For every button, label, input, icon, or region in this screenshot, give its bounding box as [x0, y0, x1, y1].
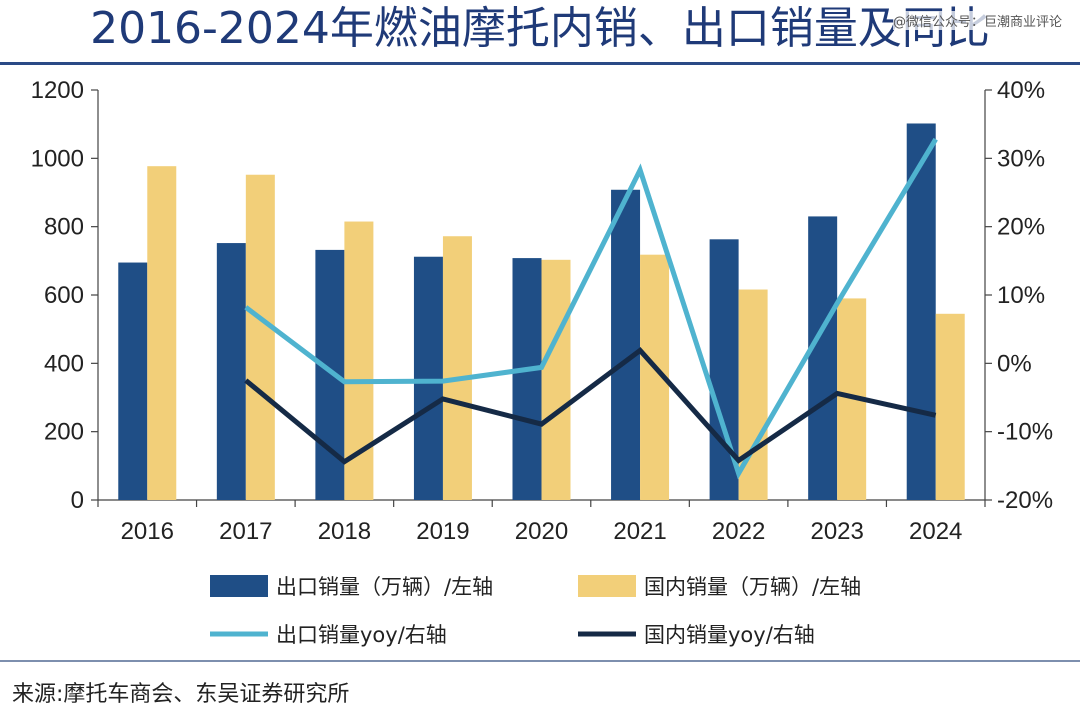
- domestic-bar: [442, 236, 472, 500]
- chart: 0 200 400 600 800 1000 1200 -20% -10% 0% 10% 20% 30%…: [31, 77, 1053, 647]
- left-axis-tick-label: 1200: [31, 77, 84, 104]
- x-axis-tick-label: 2016: [121, 518, 174, 545]
- export-yoy-line: [244, 137, 938, 480]
- export-bar: [906, 123, 936, 500]
- export-bar: [118, 262, 148, 500]
- export-bar: [808, 216, 838, 500]
- x-axis-tick-label: 2018: [318, 518, 371, 545]
- x-axis-tick-label: 2019: [416, 518, 469, 545]
- left-axis-tick-label: 0: [71, 487, 84, 514]
- export-bar: [611, 189, 641, 500]
- left-axis-tick-label: 400: [44, 350, 84, 377]
- right-axis-tick-label: -10%: [997, 419, 1053, 446]
- domestic-bar: [935, 313, 965, 500]
- right-axis-tick-label: 0%: [997, 350, 1032, 377]
- watermark: @微信公众号：巨潮商业评论: [892, 11, 1062, 30]
- right-axis-tick-label: -20%: [997, 487, 1053, 514]
- chart-title: 2016-2024年燃油摩托内销、出口销量及同比: [90, 3, 990, 54]
- left-axis-tick-label: 200: [44, 419, 84, 446]
- source-divider: [0, 660, 1080, 662]
- right-axis-tick-label: 20%: [997, 214, 1045, 241]
- x-axis-tick-label: 2021: [613, 518, 666, 545]
- export-bar: [315, 249, 345, 500]
- x-axis-tick-label: 2022: [712, 518, 765, 545]
- right-axis-tick-label: 30%: [997, 145, 1045, 172]
- right-axis-tick-label: 10%: [997, 282, 1045, 309]
- x-axis-tick-label: 2023: [810, 518, 863, 545]
- domestic-yoy-line: [244, 347, 937, 465]
- right-axis-tick-label: 40%: [997, 77, 1045, 104]
- source-note: 来源:摩托车商会、东吴证券研究所: [12, 682, 350, 707]
- domestic-bar: [541, 259, 571, 500]
- export-bar: [216, 243, 246, 501]
- x-axis-tick-label: 2017: [219, 518, 272, 545]
- legend-label: 出口销量yoy/右轴: [276, 623, 447, 647]
- domestic-bar: [245, 174, 275, 500]
- legend-domestic-yoy: 国内销量yoy/右轴: [578, 623, 815, 647]
- legend-swatch: [578, 575, 636, 597]
- legend-export-bar: 出口销量（万辆）/左轴: [210, 575, 493, 599]
- domestic-bar: [147, 166, 177, 501]
- export-bar: [512, 258, 542, 500]
- x-axis-tick-label: 2020: [515, 518, 568, 545]
- legend-label: 国内销量yoy/右轴: [644, 623, 815, 647]
- export-bar: [413, 256, 443, 500]
- left-axis-tick-label: 600: [44, 282, 84, 309]
- legend-export-yoy: 出口销量yoy/右轴: [210, 623, 447, 647]
- legend-label: 出口销量（万辆）/左轴: [276, 575, 493, 599]
- left-axis-tick-label: 1000: [31, 145, 84, 172]
- legend-swatch: [210, 575, 268, 597]
- title-divider: [0, 62, 1080, 65]
- x-axis-tick-label: 2024: [909, 518, 962, 545]
- left-axis-tick-label: 800: [44, 214, 84, 241]
- legend-label: 国内销量（万辆）/左轴: [644, 575, 861, 599]
- legend-domestic-bar: 国内销量（万辆）/左轴: [578, 575, 861, 599]
